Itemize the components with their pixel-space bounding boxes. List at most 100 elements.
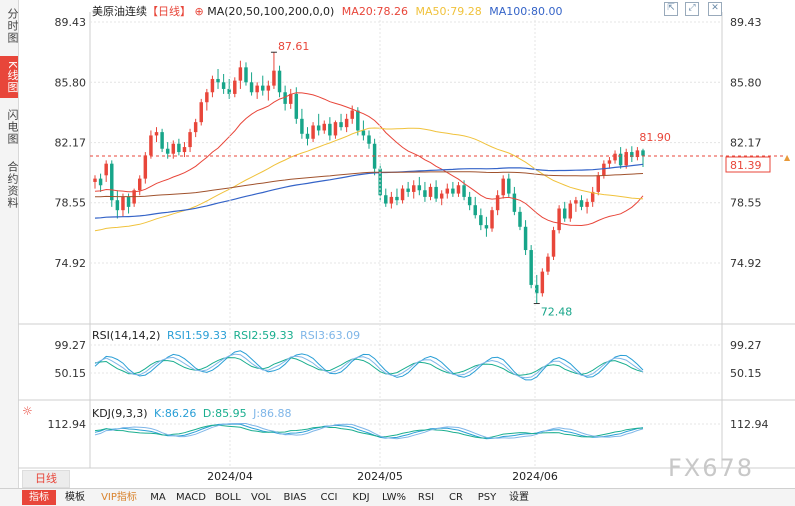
candle-body xyxy=(244,67,248,83)
candle-body xyxy=(467,196,472,206)
symbol-name: 美原油连续 xyxy=(92,5,147,18)
sidebar-tab-3[interactable]: 合约资料 xyxy=(6,161,19,209)
sidebar-tab-1[interactable]: K线图 xyxy=(0,56,19,98)
toolbar-tab-5[interactable]: BOLL xyxy=(215,492,241,503)
candle-body xyxy=(585,201,589,207)
toolbar-tab-11[interactable]: RSI xyxy=(417,492,435,503)
toolbar-tab-4[interactable]: MACD xyxy=(176,492,206,503)
candle-body xyxy=(328,123,332,136)
candle-body xyxy=(350,110,354,119)
candle-body xyxy=(227,88,231,94)
toolbar-tab-8[interactable]: CCI xyxy=(320,492,338,503)
kdj-j-value: J:86.88 xyxy=(253,407,292,420)
toolbar-tab-1[interactable]: 模板 xyxy=(65,492,85,503)
ma100-value: MA100:80.00 xyxy=(489,5,563,18)
rsi1-line xyxy=(94,350,644,381)
candle-body xyxy=(361,130,366,136)
fullscreen-icon[interactable]: ⤢ xyxy=(685,2,699,16)
ma50-value: MA50:79.28 xyxy=(415,5,482,18)
candle-body xyxy=(126,196,131,207)
current-price-box xyxy=(725,156,771,173)
candle-body xyxy=(546,256,550,272)
ma20-line xyxy=(94,92,644,227)
sidebar-tab-0[interactable]: 分时图 xyxy=(6,8,19,44)
toolbar-tab-9[interactable]: KDJ xyxy=(352,492,370,503)
period-button[interactable]: 日线 xyxy=(22,470,70,488)
toolbar-tab-13[interactable]: PSY xyxy=(477,492,497,503)
indicator-toolbar: 指标 模板 VIP指标 MA MACD BOLL VOL BIAS CCI KDJ LW% RSI CR… xyxy=(0,488,795,506)
y-tick-right-0: 89.43 xyxy=(730,16,762,29)
kline-chart[interactable]: 89.43 89.43 85.80 85.80 82.17 82.17 78.55 78.55… xyxy=(18,0,795,488)
candle-body xyxy=(344,118,349,128)
y-tick-left-2: 82.17 xyxy=(55,137,87,150)
toolbar-tab-12[interactable]: CR xyxy=(449,492,463,503)
candle-body xyxy=(238,67,243,81)
candle-body xyxy=(311,125,315,139)
kdj-j-line xyxy=(94,423,644,440)
candle-body xyxy=(579,200,584,207)
candle-body xyxy=(322,123,326,131)
candle-body xyxy=(518,211,522,227)
ma20-value: MA20:78.26 xyxy=(341,5,409,18)
candle-body xyxy=(535,284,539,294)
candle-body xyxy=(641,150,645,156)
toolbar-tab-3[interactable]: MA xyxy=(150,492,166,503)
settings-gear-icon[interactable]: ⊕ xyxy=(194,5,204,18)
candle-body xyxy=(188,132,192,148)
sidebar: 分时图 K线图闪电图合约资料 xyxy=(0,0,19,488)
candle-body xyxy=(630,152,634,158)
candle-body xyxy=(143,155,148,179)
toolbar-tab-14[interactable]: 设置 xyxy=(509,492,529,503)
high-annotation: 87.61 xyxy=(278,40,310,53)
toolbar-tab-10[interactable]: LW% xyxy=(381,492,407,503)
candle-body xyxy=(412,185,416,192)
candle-body xyxy=(473,205,477,216)
candle-body xyxy=(568,203,573,219)
candle-body xyxy=(300,118,304,134)
kdj-d-line xyxy=(94,424,644,439)
candle-body xyxy=(451,188,455,194)
candle-body xyxy=(456,185,461,194)
candle-body xyxy=(154,132,159,136)
y-tick-right-2: 82.17 xyxy=(730,137,762,150)
kdj-tick-left-0: 112.94 xyxy=(48,418,87,431)
export-icon[interactable]: ⇱ xyxy=(664,2,678,16)
ma-label: MA(20,50,100,200,0,0) xyxy=(207,5,335,18)
candle-body xyxy=(98,178,103,186)
rsi-label: RSI(14,14,2) xyxy=(92,329,161,342)
candle-body xyxy=(384,195,388,204)
last-annotation: 81.90 xyxy=(639,131,671,144)
candle-body xyxy=(557,208,561,231)
candle-body xyxy=(316,125,321,131)
ma200-line xyxy=(94,171,644,198)
close-icon[interactable]: ✕ xyxy=(708,2,722,16)
candle-body xyxy=(149,135,153,156)
candle-body xyxy=(574,200,578,204)
candle-body xyxy=(339,122,343,128)
candle-body xyxy=(288,93,293,104)
toolbar-tab-7[interactable]: BIAS xyxy=(283,492,307,503)
candle-body xyxy=(210,78,215,93)
toolbar-tab-0[interactable]: 指标 xyxy=(22,490,56,505)
y-tick-left-1: 85.80 xyxy=(55,76,87,89)
candle-body xyxy=(121,196,125,211)
kdj-tick-right-0: 112.94 xyxy=(730,418,769,431)
candle-body xyxy=(272,70,276,86)
candle-body xyxy=(305,133,310,139)
candle-body xyxy=(602,163,606,176)
candle-body xyxy=(165,148,170,154)
toolbar-tab-2[interactable]: VIP指标 xyxy=(101,492,137,503)
candle-body xyxy=(406,188,410,192)
watermark: FX678 xyxy=(668,454,755,482)
rsi3-value: RSI3:63.09 xyxy=(300,329,361,342)
kdj-sun-icon[interactable]: ☼ xyxy=(22,404,33,418)
y-tick-left-0: 89.43 xyxy=(55,16,87,29)
candle-body xyxy=(551,230,556,257)
candle-body xyxy=(624,152,628,166)
sidebar-tab-2[interactable]: 闪电图 xyxy=(6,109,19,145)
candle-body xyxy=(356,110,360,131)
candle-body xyxy=(428,186,433,197)
candle-body xyxy=(138,178,142,191)
toolbar-tab-6[interactable]: VOL xyxy=(250,492,272,503)
candle-body xyxy=(484,225,489,229)
